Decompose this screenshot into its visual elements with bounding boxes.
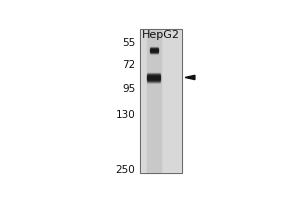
Text: HepG2: HepG2 [142, 30, 180, 40]
Bar [147, 82, 160, 83]
Text: 72: 72 [122, 60, 135, 70]
Bar [147, 80, 160, 81]
Polygon shape [185, 75, 195, 80]
Bar [147, 77, 160, 78]
Bar [147, 30, 161, 172]
Bar [147, 78, 160, 79]
Bar [150, 48, 158, 49]
Bar [147, 79, 160, 80]
Text: 95: 95 [122, 84, 135, 94]
Text: 250: 250 [116, 165, 135, 175]
Text: 130: 130 [116, 110, 135, 120]
Bar [147, 76, 160, 77]
Bar [147, 81, 160, 82]
Bar [150, 47, 158, 48]
Bar [150, 52, 158, 53]
Bar [147, 74, 160, 75]
Bar [140, 29, 182, 173]
Bar [150, 49, 158, 50]
Bar [140, 29, 182, 173]
Bar [147, 73, 160, 74]
Bar [150, 50, 158, 51]
Text: 55: 55 [122, 38, 135, 48]
Bar [147, 75, 160, 76]
Bar [150, 51, 158, 52]
Bar [150, 53, 158, 54]
